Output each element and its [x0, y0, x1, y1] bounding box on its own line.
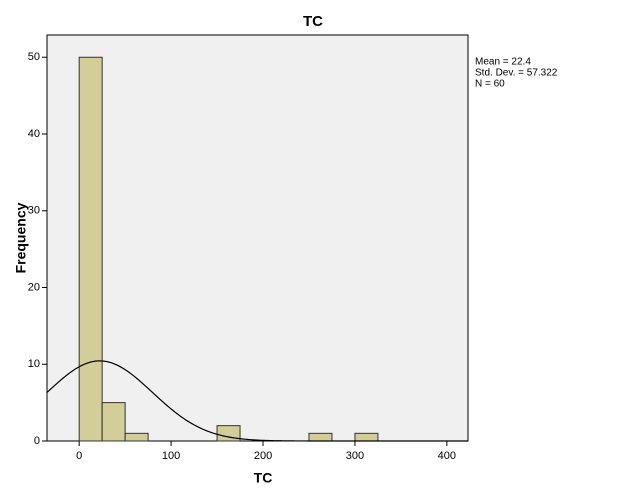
y-axis-title: Frequency	[13, 202, 29, 273]
bar	[101, 402, 126, 442]
bar	[124, 432, 149, 442]
stats-annotation: Std. Dev. = 57.322	[475, 68, 558, 79]
y-tick-label: 10	[28, 358, 40, 370]
x-tick-label: 0	[76, 450, 82, 462]
stats-annotation: N = 60	[475, 79, 505, 90]
plot-area	[46, 34, 469, 442]
x-tick-label: 100	[162, 450, 180, 462]
x-tick-label: 200	[254, 450, 272, 462]
bar	[216, 425, 241, 442]
bar	[78, 56, 103, 442]
x-axis-title: TC	[254, 470, 273, 486]
y-tick-label: 50	[28, 51, 40, 63]
y-tick-label: 40	[28, 128, 40, 140]
x-tick-label: 400	[438, 450, 456, 462]
bar	[308, 432, 333, 442]
normal-curve	[46, 360, 468, 442]
stats-annotation: Mean = 22.4	[475, 57, 531, 68]
bar	[354, 432, 379, 442]
chart-title: TC	[303, 13, 323, 30]
y-tick-label: 30	[28, 205, 40, 217]
y-tick-label: 0	[34, 435, 40, 447]
x-tick-label: 300	[346, 450, 364, 462]
y-tick-label: 20	[28, 281, 40, 293]
